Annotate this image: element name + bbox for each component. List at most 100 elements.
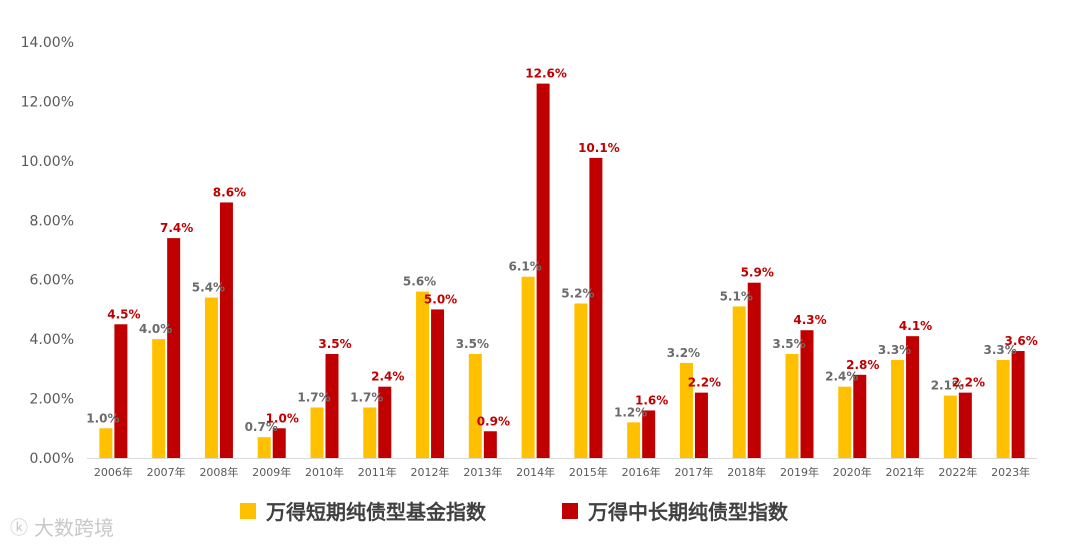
data-label-short-term: 3.2% [667, 346, 700, 360]
data-label-short-term: 3.5% [772, 337, 805, 351]
data-label-long-term: 5.0% [424, 292, 457, 306]
bar-short-term [521, 276, 535, 458]
watermark-logo-icon: ⓚ [10, 517, 28, 539]
bar-short-term [152, 339, 166, 458]
bar-long-term [958, 392, 972, 458]
data-label-long-term: 4.1% [899, 319, 932, 333]
data-label-short-term: 1.7% [350, 390, 383, 404]
bar-long-term [167, 238, 181, 458]
data-label-long-term: 1.6% [635, 393, 668, 407]
y-tick-label: 2.00% [30, 392, 74, 408]
bar-long-term [114, 324, 128, 458]
bar-short-term [204, 297, 218, 458]
bar-short-term [838, 386, 852, 458]
data-label-long-term: 1.0% [266, 411, 299, 425]
bar-short-term [679, 362, 693, 458]
bar-long-term [589, 157, 603, 458]
data-label-short-term: 5.1% [720, 289, 753, 303]
legend-item-short: 万得短期纯债型基金指数 [240, 496, 486, 525]
x-tick-label: 2019年 [780, 465, 819, 479]
legend-label-short: 万得短期纯债型基金指数 [266, 500, 486, 524]
data-label-short-term: 4.0% [139, 322, 172, 336]
bar-short-term [574, 303, 588, 458]
bar-long-term [378, 386, 392, 458]
bar-short-term [732, 306, 746, 458]
bar-short-term [416, 291, 430, 458]
legend-label-long: 万得中长期纯债型指数 [588, 500, 788, 524]
bar-short-term [943, 395, 957, 458]
y-axis: 0.00% 2.00% 4.00% 6.00% 8.00% 10.00% 12.00% 14.… [21, 35, 74, 467]
bar-long-term [431, 309, 445, 458]
data-label-short-term: 1.0% [86, 411, 119, 425]
data-label-long-term: 0.9% [477, 414, 510, 428]
data-label-short-term: 3.3% [878, 343, 911, 357]
x-tick-label: 2013年 [463, 465, 502, 479]
x-tick-label: 2015年 [569, 465, 608, 479]
data-label-long-term: 12.6% [525, 67, 567, 81]
data-label-long-term: 2.2% [952, 376, 985, 390]
data-label-short-term: 5.4% [192, 281, 225, 295]
x-tick-label: 2006年 [94, 465, 133, 479]
bar-short-term [891, 359, 905, 458]
legend: 万得短期纯债型基金指数 万得中长期纯债型指数 [240, 496, 788, 525]
data-label-short-term: 1.2% [614, 405, 647, 419]
data-label-short-term: 5.2% [561, 286, 594, 300]
y-tick-label: 4.00% [30, 332, 74, 348]
watermark: ⓚ 大数跨境 [10, 512, 114, 541]
data-label-short-term: 6.1% [508, 260, 541, 274]
watermark-text: 大数跨境 [34, 516, 114, 540]
bar-long-term [694, 392, 708, 458]
x-tick-label: 2011年 [358, 465, 397, 479]
data-label-short-term: 2.1% [931, 379, 964, 393]
bar-short-term [996, 359, 1010, 458]
x-axis: 2006年 2007年 2008年 2009年 2010年 2011年 2012年 2013年… [94, 465, 1030, 479]
bar-long-term [325, 354, 339, 458]
data-label-short-term: 0.7% [245, 420, 278, 434]
y-tick-label: 6.00% [30, 273, 74, 289]
bar-short-term [785, 354, 799, 458]
y-tick-label: 14.00% [21, 35, 74, 51]
bar-long-term [906, 336, 920, 458]
data-label-long-term: 2.4% [371, 370, 404, 384]
y-tick-label: 0.00% [30, 451, 74, 467]
data-label-short-term: 1.7% [297, 390, 330, 404]
bar-long-term [853, 374, 867, 458]
bar-short-term [363, 407, 377, 458]
bar-short-term [468, 354, 482, 458]
bar-short-term [99, 428, 113, 458]
data-label-long-term: 7.4% [160, 221, 193, 235]
x-tick-label: 2018年 [727, 465, 766, 479]
data-label-short-term: 3.5% [456, 337, 489, 351]
bar-short-term [310, 407, 324, 458]
data-label-long-term: 4.5% [107, 307, 140, 321]
bar-long-term [1011, 351, 1025, 458]
data-label-long-term: 4.3% [793, 313, 826, 327]
data-label-long-term: 2.8% [846, 358, 879, 372]
y-tick-label: 10.00% [21, 154, 74, 170]
x-tick-label: 2007年 [147, 465, 186, 479]
x-tick-label: 2020年 [833, 465, 872, 479]
y-tick-label: 8.00% [30, 213, 74, 229]
x-tick-label: 2014年 [516, 465, 555, 479]
bar-chart: 0.00% 2.00% 4.00% 6.00% 8.00% 10.00% 12.00% 14.… [21, 35, 1038, 479]
legend-swatch-long [562, 502, 578, 519]
legend-item-long: 万得中长期纯债型指数 [562, 496, 788, 525]
bar-long-term [642, 410, 656, 458]
data-label-long-term: 8.6% [213, 185, 246, 199]
x-tick-label: 2017年 [674, 465, 713, 479]
x-tick-label: 2023年 [991, 465, 1030, 479]
data-label-short-term: 3.3% [983, 343, 1016, 357]
x-tick-label: 2012年 [411, 465, 450, 479]
x-tick-label: 2010年 [305, 465, 344, 479]
bar-short-term [257, 437, 271, 458]
bar-long-term [800, 330, 814, 458]
data-label-long-term: 3.5% [318, 337, 351, 351]
bar-long-term [272, 428, 286, 458]
data-label-long-term: 2.2% [688, 376, 721, 390]
data-label-short-term: 5.6% [403, 275, 436, 289]
bar-long-term [483, 431, 497, 458]
bar-long-term [536, 83, 550, 458]
x-tick-label: 2021年 [886, 465, 925, 479]
x-tick-label: 2008年 [199, 465, 238, 479]
y-tick-label: 12.00% [21, 94, 74, 110]
